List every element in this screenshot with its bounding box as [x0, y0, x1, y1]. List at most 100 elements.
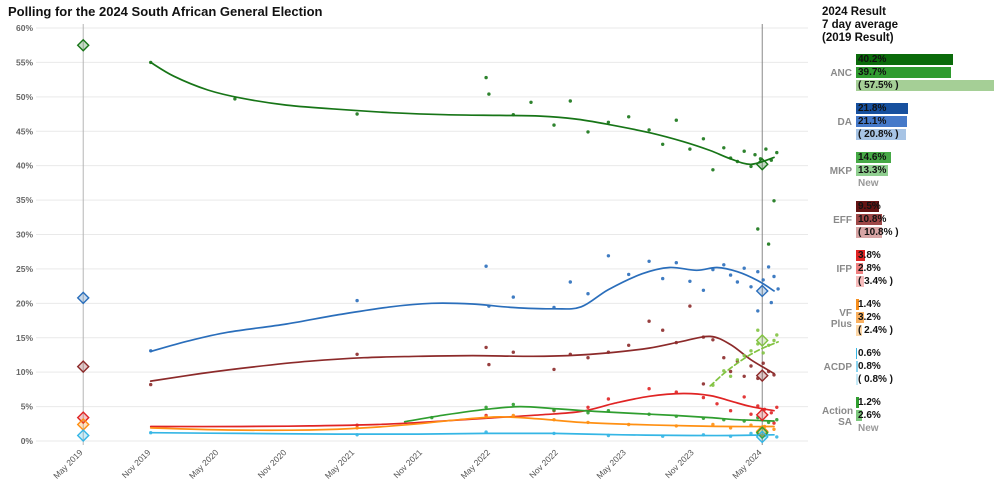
poll-point: [529, 100, 533, 105]
trend-line: [149, 416, 775, 432]
party-rows: 14.6% 13.3% New: [856, 152, 998, 191]
poll-point: [627, 343, 631, 347]
poll-point: [749, 285, 753, 289]
party-label: Action SA: [822, 405, 854, 428]
result-value: 0.8%: [858, 361, 881, 372]
result-value: 1.2%: [858, 397, 881, 408]
election-result-diamond: [755, 157, 769, 171]
poll-point: [728, 374, 733, 378]
poll-point: [674, 261, 678, 265]
x-tick-label: May 2020: [187, 447, 221, 481]
result-row: 2.8%: [856, 263, 998, 274]
series-action-sa: [403, 402, 779, 425]
panel-header-line: (2019 Result): [822, 32, 894, 44]
result-bar: [856, 129, 906, 140]
poll-point: [756, 270, 760, 274]
result-row: ( 57.5% ): [856, 80, 998, 91]
trend-line: [149, 431, 775, 437]
poll-point: [149, 382, 153, 387]
result-bar: [856, 67, 952, 78]
result-row: 2.6%: [856, 410, 998, 421]
y-tick-label: 55%: [16, 57, 33, 67]
poll-point: [688, 279, 692, 283]
panel-header-line: 7 day average: [822, 19, 899, 31]
y-tick-label: 30%: [16, 230, 33, 240]
poll-point: [735, 358, 740, 362]
result-value: 39.7%: [858, 67, 887, 78]
poll-point: [775, 435, 779, 439]
result-value: New: [858, 178, 879, 189]
result-bar: [856, 165, 888, 176]
results-panel: 2024 Result 7 day average (2019 Result) AN…: [822, 6, 998, 446]
result-value: ( 3.4% ): [858, 276, 894, 287]
party-label: IFP: [836, 264, 852, 275]
result-value: 10.8%: [858, 214, 887, 225]
party-rows: 3.8% 2.8% ( 3.4% ): [856, 250, 998, 289]
poll-point: [568, 99, 572, 103]
y-tick-label: 35%: [16, 195, 33, 205]
election-result-diamond: [755, 284, 769, 298]
result-value: 14.6%: [858, 152, 887, 163]
result-row: ( 10.8% ): [856, 227, 998, 238]
poll-point: [775, 333, 779, 337]
result-value: 1.4%: [858, 299, 881, 310]
poll-point: [552, 123, 556, 127]
poll-point: [756, 404, 760, 408]
y-tick-label: 60%: [16, 23, 33, 33]
poll-point: [484, 264, 488, 268]
result-value: New: [858, 423, 879, 434]
trend-line: [149, 335, 775, 382]
party-label: VF Plus: [830, 307, 852, 330]
poll-point: [484, 405, 488, 409]
poll-point: [355, 298, 359, 303]
results-panel-header: 2024 Result 7 day average (2019 Result): [822, 6, 998, 45]
poll-point: [766, 242, 771, 246]
y-tick-label: 5%: [21, 402, 34, 412]
poll-point: [772, 274, 776, 279]
poll-point: [711, 168, 715, 172]
poll-point: [661, 276, 665, 281]
result-row: 10.8%: [856, 214, 998, 225]
party-rows: 21.8% 21.1% ( 20.8% ): [856, 103, 998, 142]
poll-point: [715, 402, 719, 406]
x-tick-label: Nov 2023: [663, 447, 696, 480]
poll-point: [586, 130, 590, 134]
trend-line: [709, 341, 779, 387]
x-tick-label: Nov 2019: [120, 447, 153, 480]
poll-point: [772, 338, 776, 343]
party-rows: 9.5% 10.8% ( 10.8% ): [856, 201, 998, 240]
result-value: ( 2.4% ): [858, 325, 894, 336]
poll-point: [701, 137, 706, 141]
result-value: 3.8%: [858, 250, 881, 261]
poll-point: [749, 431, 753, 436]
poll-point: [769, 300, 773, 305]
result-bar: [856, 348, 858, 359]
election-result-diamond: [755, 426, 769, 440]
result-value: ( 10.8% ): [858, 227, 899, 238]
result-bar: [856, 276, 865, 287]
poll-point: [742, 149, 746, 153]
x-tick-label: May 2021: [323, 447, 357, 481]
poll-point: [647, 128, 651, 132]
result-bar: [856, 263, 863, 274]
poll-point: [701, 382, 706, 386]
x-tick-label: Nov 2021: [391, 447, 424, 480]
party-block-action-sa: Action SA 1.2% 2.6% New: [822, 397, 998, 436]
result-value: 0.6%: [858, 348, 881, 359]
poll-point: [606, 120, 611, 125]
poll-point: [722, 369, 726, 373]
poll-point: [511, 295, 515, 299]
election-result-diamond: [76, 291, 90, 305]
party-label: MKP: [829, 166, 852, 177]
poll-point: [722, 356, 726, 360]
poll-point: [484, 345, 488, 350]
party-block-ifp: IFP 3.8% 2.8% ( 3.4% ): [822, 250, 998, 289]
poll-point: [627, 115, 631, 119]
trend-line: [149, 392, 775, 428]
poll-point: [688, 147, 692, 151]
poll-point: [776, 287, 780, 291]
poll-point: [647, 259, 651, 263]
result-bar: [856, 299, 860, 310]
election-result-diamond: [755, 430, 769, 444]
poll-point: [749, 412, 753, 416]
